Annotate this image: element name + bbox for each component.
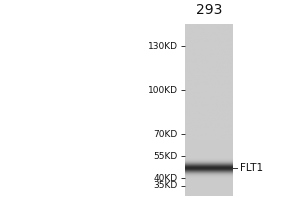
Text: 70KD: 70KD [154, 130, 178, 139]
Text: FLT1: FLT1 [240, 163, 263, 173]
Text: 130KD: 130KD [148, 42, 178, 51]
Text: 55KD: 55KD [154, 152, 178, 161]
Text: 293: 293 [196, 3, 222, 17]
Text: 40KD: 40KD [154, 174, 178, 183]
Text: 100KD: 100KD [148, 86, 178, 95]
Text: 35KD: 35KD [154, 181, 178, 190]
